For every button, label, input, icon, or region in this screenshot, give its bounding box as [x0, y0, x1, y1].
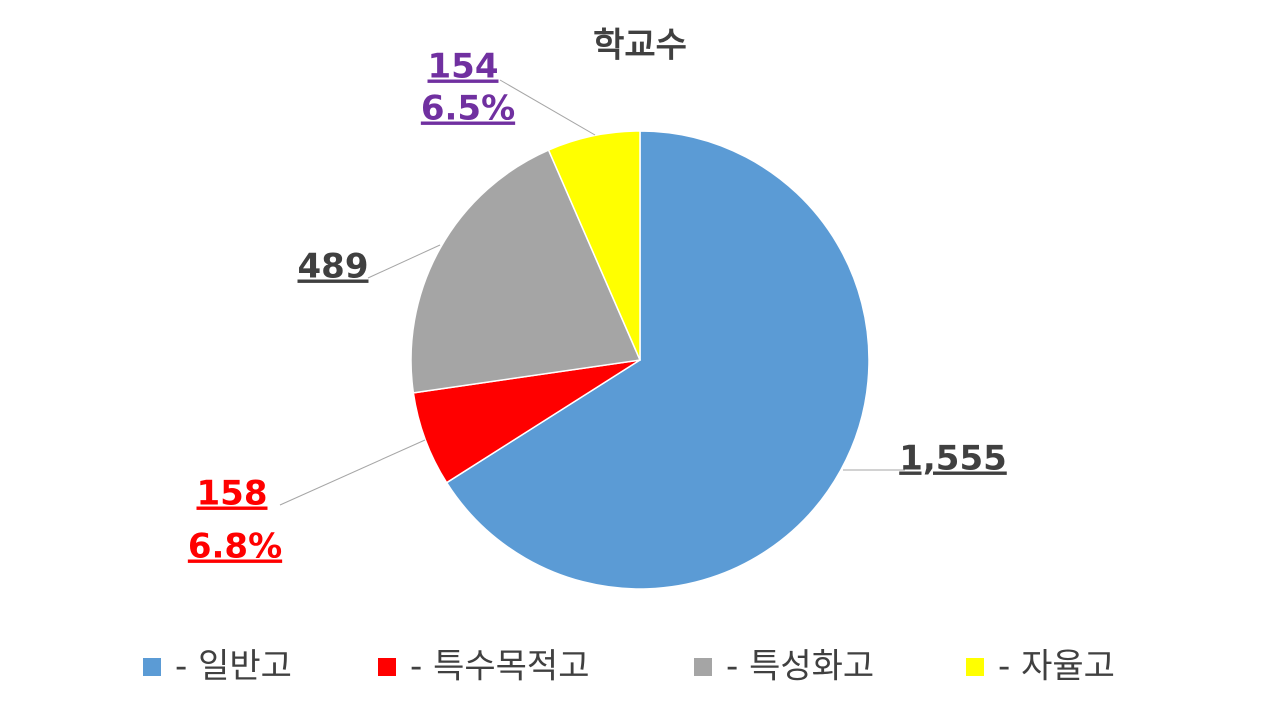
data-label: 154: [428, 47, 499, 87]
leader-line: [367, 244, 441, 279]
pie-slice: [445, 130, 870, 590]
legend-swatch: [143, 658, 161, 676]
percent-label: 6.8%: [188, 527, 282, 567]
legend-swatch: [378, 658, 396, 676]
pie-slice: [547, 130, 641, 361]
legend-label: - 특수목적고: [410, 647, 589, 687]
legend-swatch: [694, 658, 712, 676]
percent-label: 6.5%: [421, 89, 515, 129]
leader-line: [279, 439, 426, 506]
chart-title: 학교수: [593, 26, 687, 66]
legend-swatch: [966, 658, 984, 676]
data-label: 489: [298, 247, 369, 287]
legend-label: - 자율고: [998, 647, 1115, 687]
pie-slice: [410, 149, 642, 394]
data-label: 1,555: [899, 439, 1007, 479]
leader-line: [499, 79, 596, 136]
legend-label: - 일반고: [175, 647, 292, 687]
data-label: 158: [197, 474, 268, 514]
legend-label: - 특성화고: [726, 647, 874, 687]
